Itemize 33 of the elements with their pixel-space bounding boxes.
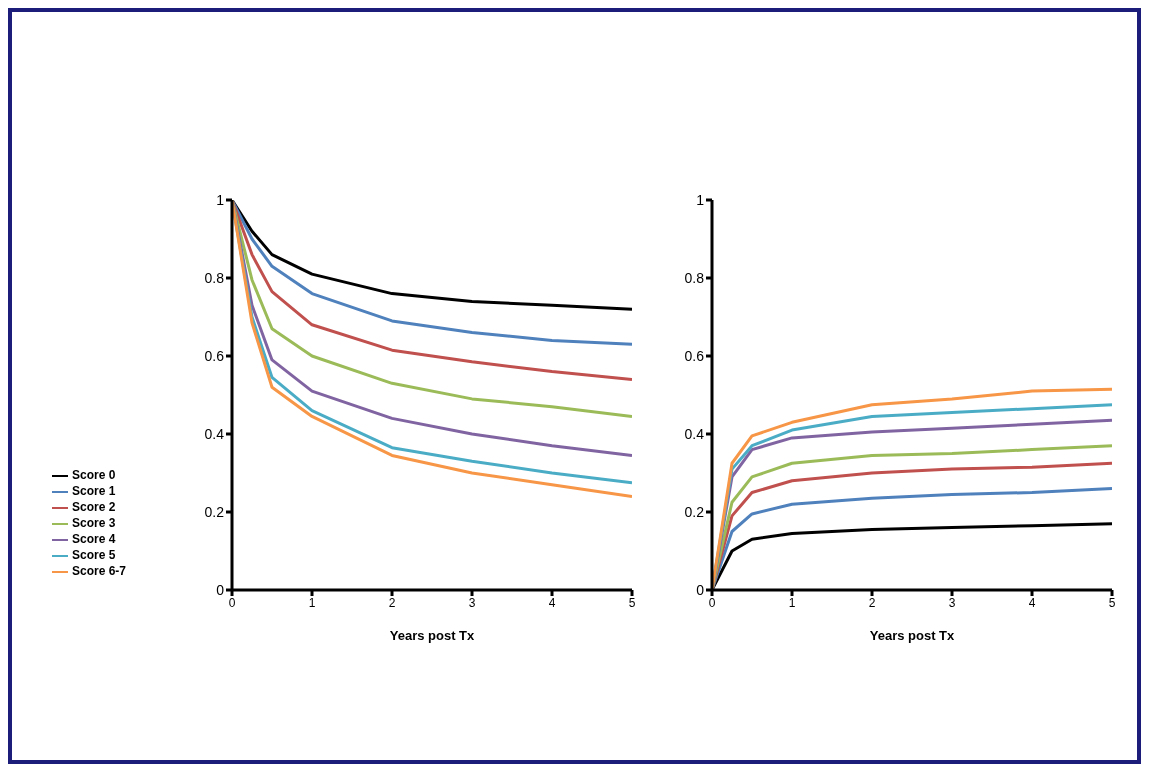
- y-tick-label: 1: [216, 191, 225, 208]
- legend-label: Score 0: [72, 468, 116, 483]
- legend-label: Score 1: [72, 484, 116, 499]
- y-tick-label: 0.6: [684, 347, 705, 364]
- y-tick-label: 0: [696, 581, 705, 598]
- y-tick-label: 0.2: [204, 503, 225, 520]
- y-tick-label: 0.4: [204, 425, 225, 442]
- x-tick-label: 3: [948, 595, 956, 610]
- legend-label: Score 5: [72, 548, 116, 563]
- x-tick-label: 0: [708, 595, 716, 610]
- y-tick-label: 0.4: [684, 425, 705, 442]
- legend-label: Score 3: [72, 516, 116, 531]
- x-tick-label: 1: [308, 595, 316, 610]
- y-tick-label: 0.8: [204, 269, 225, 286]
- legend-label: Score 6-7: [72, 564, 127, 579]
- x-tick-label: 0: [228, 595, 236, 610]
- y-tick-label: 0: [216, 581, 225, 598]
- x-axis-title: Years post Tx: [869, 628, 956, 643]
- y-tick-label: 0.8: [684, 269, 705, 286]
- x-tick-label: 4: [548, 595, 556, 610]
- y-tick-label: 1: [696, 191, 705, 208]
- y-tick-label: 0.2: [684, 503, 705, 520]
- x-tick-label: 1: [788, 595, 796, 610]
- x-axis-title: Years post Tx: [389, 628, 476, 643]
- legend-label: Score 4: [72, 532, 116, 547]
- x-tick-label: 4: [1028, 595, 1036, 610]
- x-tick-label: 2: [868, 595, 876, 610]
- x-tick-label: 5: [1108, 595, 1116, 610]
- x-tick-label: 3: [468, 595, 476, 610]
- legend-label: Score 2: [72, 500, 116, 515]
- y-tick-label: 0.6: [204, 347, 225, 364]
- x-tick-label: 5: [628, 595, 636, 610]
- x-tick-label: 2: [388, 595, 396, 610]
